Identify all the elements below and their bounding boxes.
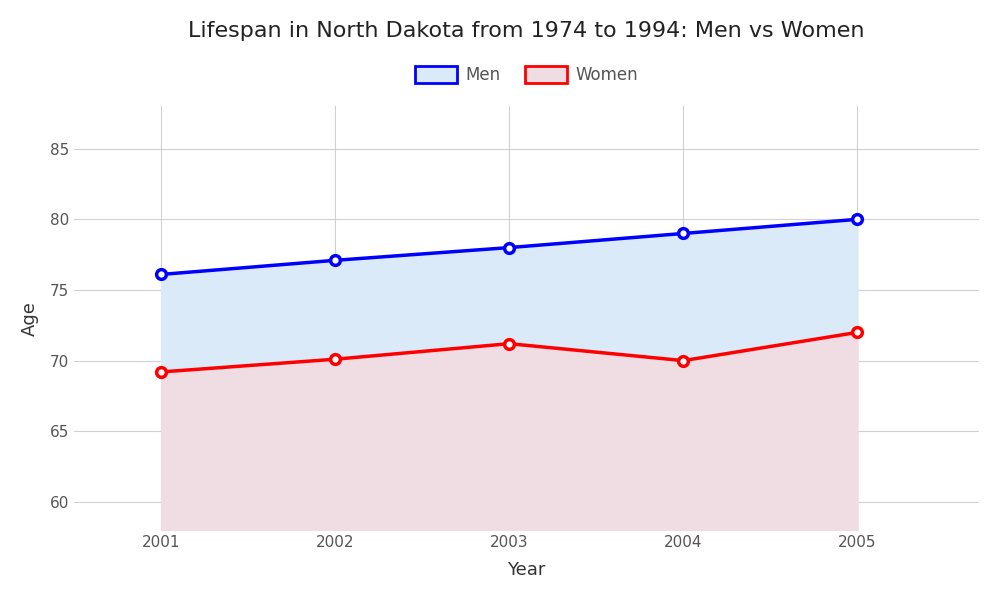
Y-axis label: Age: Age: [21, 301, 39, 335]
X-axis label: Year: Year: [507, 561, 546, 579]
Legend: Men, Women: Men, Women: [409, 59, 645, 91]
Title: Lifespan in North Dakota from 1974 to 1994: Men vs Women: Lifespan in North Dakota from 1974 to 19…: [188, 21, 865, 41]
